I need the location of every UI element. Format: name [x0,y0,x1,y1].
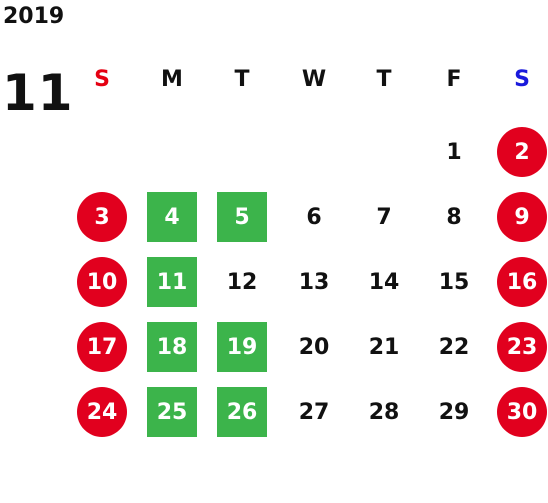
day-number: 5 [217,192,267,242]
day-cell-marked: 19 [212,322,272,372]
day-number: 8 [446,204,462,230]
day-cell-holiday: 9 [492,192,548,242]
day-cell: 14 [354,257,414,307]
day-cell-marked: 4 [142,192,202,242]
calendar-month: 11 [2,64,74,122]
day-cell: 27 [284,387,344,437]
calendar-year: 2019 [3,4,65,29]
day-number: 10 [77,257,127,307]
day-number: 4 [147,192,197,242]
day-number: 23 [497,322,547,372]
day-cell-holiday: 2 [492,127,548,177]
day-number: 9 [497,192,547,242]
day-number: 16 [497,257,547,307]
day-cell-marked: 18 [142,322,202,372]
weekday-label: T [376,67,392,92]
day-cell-holiday: 17 [72,322,132,372]
day-cell-marked: 11 [142,257,202,307]
day-number: 26 [217,387,267,437]
day-number: 2 [497,127,547,177]
weekday-label: S [94,67,110,92]
day-number: 12 [226,269,258,295]
day-cell-holiday: 24 [72,387,132,437]
day-cell: 8 [424,192,484,242]
day-cell: 13 [284,257,344,307]
day-cell: 6 [284,192,344,242]
day-number: 6 [306,204,322,230]
day-number: 18 [147,322,197,372]
day-number: 28 [368,399,400,425]
day-number: 11 [147,257,197,307]
day-cell: 15 [424,257,484,307]
day-cell: 7 [354,192,414,242]
weekday-label: T [234,67,250,92]
day-number: 27 [298,399,330,425]
day-number: 17 [77,322,127,372]
weekday-label: M [161,67,183,92]
day-cell-holiday: 23 [492,322,548,372]
day-cell: 28 [354,387,414,437]
day-cell: 29 [424,387,484,437]
day-number: 25 [147,387,197,437]
day-cell-holiday: 10 [72,257,132,307]
day-cell: 12 [212,257,272,307]
day-cell-holiday: 30 [492,387,548,437]
day-number: 29 [438,399,470,425]
day-number: 15 [438,269,470,295]
day-number: 1 [446,139,462,165]
weekday-label: F [446,67,462,92]
day-number: 13 [298,269,330,295]
day-number: 19 [217,322,267,372]
day-number: 14 [368,269,400,295]
day-cell-marked: 5 [212,192,272,242]
day-number: 3 [77,192,127,242]
day-cell-marked: 25 [142,387,202,437]
day-number: 22 [438,334,470,360]
day-number: 20 [298,334,330,360]
weekday-label: S [514,67,530,92]
day-cell-marked: 26 [212,387,272,437]
day-cell: 22 [424,322,484,372]
day-cell-holiday: 3 [72,192,132,242]
day-cell: 21 [354,322,414,372]
day-cell: 1 [424,127,484,177]
day-number: 21 [368,334,400,360]
day-number: 7 [376,204,392,230]
day-number: 24 [77,387,127,437]
day-cell-holiday: 16 [492,257,548,307]
day-cell: 20 [284,322,344,372]
day-number: 30 [497,387,547,437]
weekday-label: W [301,67,327,92]
